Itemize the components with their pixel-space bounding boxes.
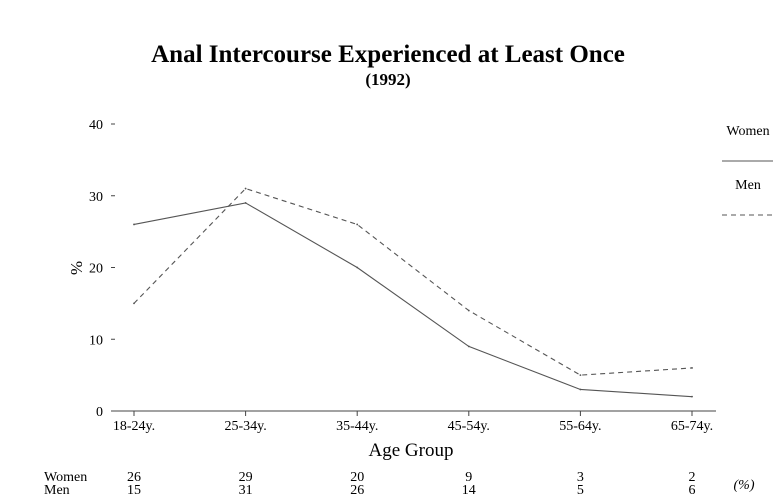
x-tick-label: 25-34y. (224, 419, 266, 434)
y-tick-label: 0 (96, 405, 103, 420)
y-tick-label: 30 (89, 190, 103, 205)
y-tick-label: 20 (89, 262, 103, 277)
legend-label: Women (726, 124, 769, 139)
data-point-men (133, 302, 135, 305)
table-cell: 2 (689, 470, 696, 485)
legend: Women Men (722, 124, 773, 216)
data-point-women (356, 266, 359, 269)
series-line-men (133, 187, 693, 376)
data-point-women (133, 223, 135, 226)
data-point-women (579, 388, 582, 391)
table-cell: 31 (239, 483, 253, 498)
x-axis-label: Age Group (369, 440, 454, 461)
axes: 0 10 20 30 40 18-24y. 25-34y. 35-44y. 45-54y. 55-… (89, 118, 716, 434)
table-cell: 5 (577, 483, 584, 498)
data-point-women (467, 345, 470, 348)
table-cell: 6 (689, 483, 696, 498)
y-tick-label: 40 (89, 118, 103, 133)
table-cell: 26 (127, 470, 141, 485)
table-cell: 9 (465, 470, 472, 485)
data-point-men (579, 374, 582, 377)
table-cell: 15 (127, 483, 141, 498)
table-cell: 26 (350, 483, 364, 498)
y-tick-label: 10 (89, 333, 103, 348)
series-group (133, 187, 693, 398)
x-tick-label: 65-74y. (671, 419, 713, 434)
table-cell: 20 (350, 470, 364, 485)
x-tick-label: 45-54y. (448, 419, 490, 434)
data-point-women (691, 395, 693, 398)
data-point-women (244, 202, 247, 204)
data-point-men (691, 367, 693, 369)
data-point-men (356, 223, 359, 226)
chart-subtitle: (1992) (365, 70, 410, 89)
table-cell: 3 (577, 470, 584, 485)
data-table: Women 26 29 20 9 3 2 Men 15 31 26 14 5 6 (%) (44, 470, 755, 498)
x-tick-label: 35-44y. (336, 419, 378, 434)
table-cell: 14 (462, 483, 476, 498)
data-point-men (244, 187, 247, 190)
table-row-label: Men (44, 483, 70, 498)
series-line-women (133, 202, 693, 398)
x-tick-label: 18-24y. (113, 419, 155, 434)
table-row-label: Women (44, 470, 87, 485)
data-point-men (467, 309, 470, 312)
y-axis-label: % (67, 261, 86, 275)
legend-label: Men (735, 178, 761, 193)
chart-title: Anal Intercourse Experienced at Least On… (151, 41, 625, 68)
x-tick-label: 55-64y. (559, 419, 601, 434)
table-unit: (%) (734, 478, 755, 493)
table-cell: 29 (239, 470, 253, 485)
